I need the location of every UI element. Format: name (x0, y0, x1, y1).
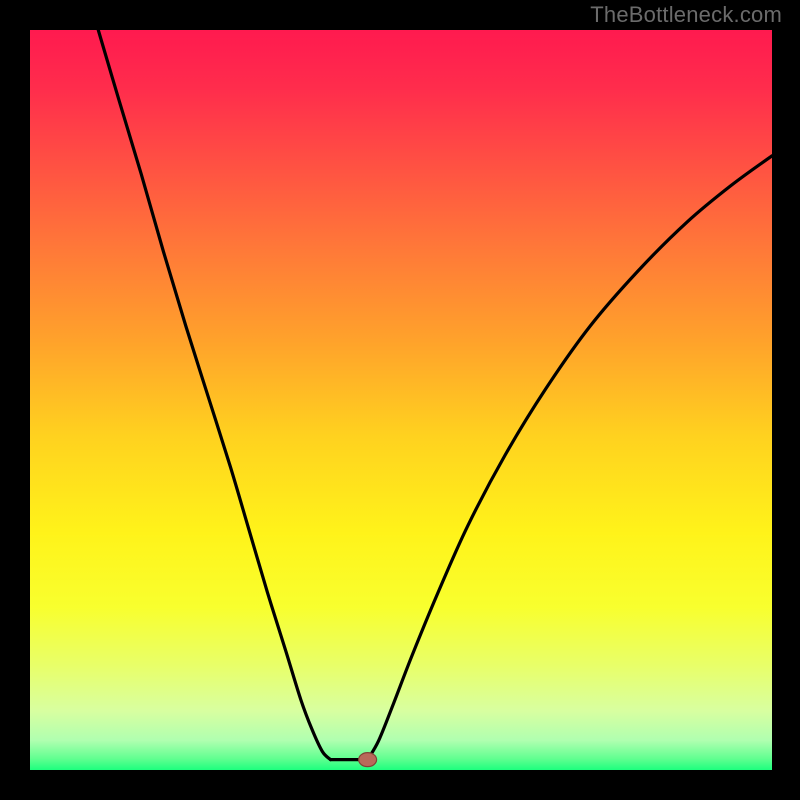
chart-overlay-svg (0, 0, 800, 800)
optimal-point-marker (359, 753, 377, 767)
curve-right-branch (368, 156, 772, 760)
watermark-text: TheBottleneck.com (590, 2, 782, 28)
outer-black-frame (0, 0, 800, 800)
curve-left-branch (98, 30, 330, 760)
